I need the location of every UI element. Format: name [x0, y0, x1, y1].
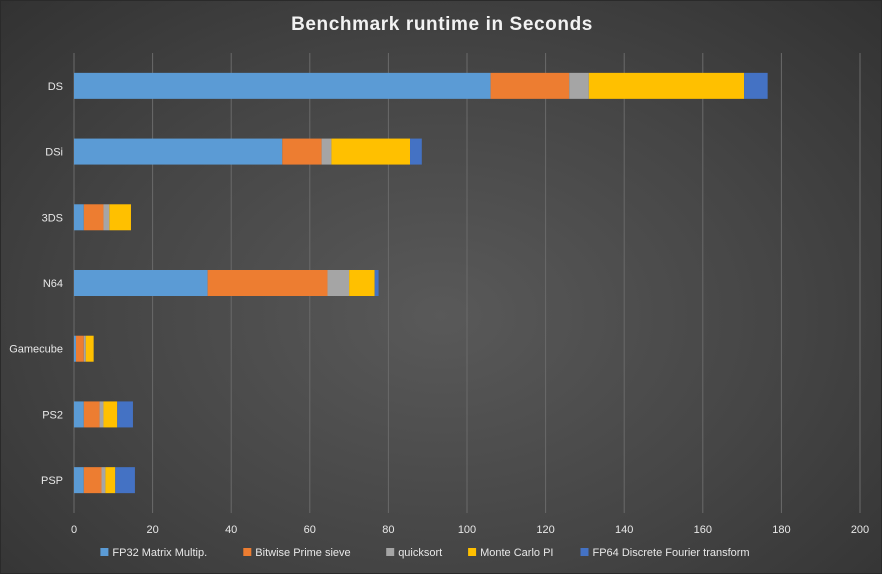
x-tick-label: 40 — [225, 524, 237, 536]
bar-segment — [349, 270, 375, 296]
bar-segment — [109, 204, 131, 231]
category-label: PS2 — [42, 409, 63, 421]
bar-segment — [410, 138, 422, 165]
value-axis: 0 20 40 60 80 100 120 140 160 180 200 — [71, 524, 869, 536]
x-tick-label: 120 — [536, 524, 554, 536]
bar-segment — [321, 138, 332, 165]
bar-segment — [74, 72, 491, 99]
bar-segment — [99, 401, 104, 428]
bar-segment — [74, 467, 84, 494]
x-tick-label: 180 — [772, 524, 790, 536]
x-tick-label: 140 — [615, 524, 633, 536]
bar-segment — [74, 138, 283, 165]
category-label: 3DS — [42, 212, 63, 224]
legend-swatch — [468, 548, 477, 556]
legend-label: FP32 Matrix Multip. — [112, 547, 207, 559]
bar-segment — [101, 467, 106, 494]
bar-segment — [569, 72, 589, 99]
legend-swatch — [100, 548, 109, 556]
legend: FP32 Matrix Multip. Bitwise Prime sieve qu… — [100, 547, 750, 559]
bar-segment — [74, 335, 76, 362]
category-label: PSP — [41, 475, 63, 487]
bars-layer — [74, 72, 768, 494]
legend-label: Bitwise Prime sieve — [255, 547, 350, 559]
bar-segment — [282, 138, 322, 165]
bar-segment — [75, 335, 84, 362]
legend-label: Monte Carlo PI — [480, 547, 553, 559]
bar-segment — [85, 335, 94, 362]
legend-label: quicksort — [398, 547, 442, 559]
bar-segment — [74, 270, 208, 296]
bar-segment — [83, 467, 102, 494]
bar-segment — [83, 204, 104, 231]
legend-swatch — [580, 548, 589, 556]
bar-segment — [327, 270, 350, 296]
bar-segment — [103, 401, 118, 428]
x-tick-label: 160 — [694, 524, 712, 536]
category-label: DS — [48, 81, 63, 93]
bar-segment — [117, 401, 133, 428]
x-tick-label: 100 — [458, 524, 476, 536]
legend-label: FP64 Discrete Fourier transform — [593, 547, 750, 559]
category-label: DSi — [45, 147, 63, 159]
legend-item: FP32 Matrix Multip. — [100, 547, 207, 559]
legend-item: quicksort — [386, 547, 442, 559]
legend-swatch — [243, 548, 252, 556]
bar-segment — [83, 401, 100, 428]
x-tick-label: 20 — [146, 524, 158, 536]
category-axis: DS DSi 3DS N64 Gamecube PS2 PSP — [9, 81, 63, 487]
legend-item: Bitwise Prime sieve — [243, 547, 351, 559]
category-label: N64 — [43, 278, 63, 290]
bar-segment — [74, 204, 84, 231]
x-tick-label: 0 — [71, 524, 77, 536]
bar-segment — [588, 72, 745, 99]
x-tick-label: 80 — [382, 524, 394, 536]
category-label: Gamecube — [9, 344, 63, 356]
bar-segment — [74, 401, 84, 428]
bar-segment — [374, 270, 379, 296]
legend-item: FP64 Discrete Fourier transform — [580, 547, 750, 559]
bar-segment — [331, 138, 411, 165]
bar-segment — [105, 467, 116, 494]
chart-title: Benchmark runtime in Seconds — [291, 14, 593, 35]
x-tick-label: 200 — [851, 524, 869, 536]
legend-swatch — [386, 548, 395, 556]
bar-segment — [207, 270, 328, 296]
grid-layer — [73, 53, 861, 513]
bar-segment — [83, 335, 86, 362]
x-tick-label: 60 — [304, 524, 316, 536]
bar-segment — [744, 72, 768, 99]
legend-item: Monte Carlo PI — [468, 547, 553, 559]
bar-segment — [115, 467, 135, 494]
bar-segment — [103, 204, 110, 231]
bar-segment — [490, 72, 570, 99]
